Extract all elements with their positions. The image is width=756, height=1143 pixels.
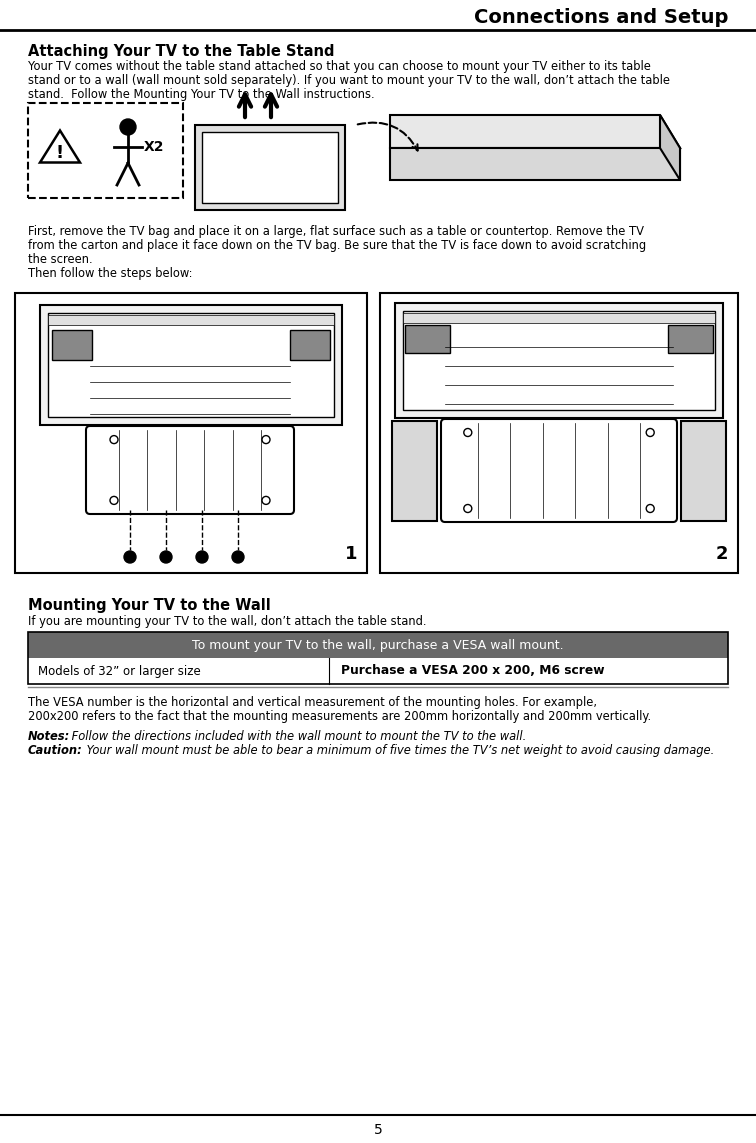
Bar — [380, 293, 738, 573]
Bar — [668, 325, 713, 353]
Circle shape — [124, 551, 136, 563]
Bar — [52, 330, 92, 360]
Text: Caution:: Caution: — [28, 744, 82, 757]
Bar — [403, 311, 715, 410]
Text: Connections and Setup: Connections and Setup — [473, 8, 728, 27]
Text: the screen.: the screen. — [28, 253, 93, 266]
Text: The VESA number is the horizontal and vertical measurement of the mounting holes: The VESA number is the horizontal and ve… — [28, 696, 597, 709]
Text: 1: 1 — [345, 545, 357, 563]
Bar — [290, 330, 330, 360]
Text: Notes:: Notes: — [28, 730, 70, 743]
Bar — [28, 658, 728, 684]
Bar — [202, 131, 338, 203]
Text: Models of 32” or larger size: Models of 32” or larger size — [38, 664, 201, 678]
Text: Mounting Your TV to the Wall: Mounting Your TV to the Wall — [28, 598, 271, 613]
Text: Attaching Your TV to the Table Stand: Attaching Your TV to the Table Stand — [28, 43, 334, 59]
Circle shape — [463, 504, 472, 512]
Text: First, remove the TV bag and place it on a large, flat surface such as a table o: First, remove the TV bag and place it on… — [28, 225, 644, 238]
Circle shape — [646, 504, 654, 512]
Circle shape — [160, 551, 172, 563]
Bar — [40, 305, 342, 425]
Bar — [48, 315, 334, 325]
Bar — [392, 421, 437, 521]
Bar — [395, 303, 723, 418]
FancyBboxPatch shape — [441, 419, 677, 522]
Circle shape — [196, 551, 208, 563]
Text: If you are mounting your TV to the wall, don’t attach the table stand.: If you are mounting your TV to the wall,… — [28, 615, 426, 628]
Text: X2: X2 — [144, 139, 165, 154]
Text: from the carton and place it face down on the TV bag. Be sure that the TV is fac: from the carton and place it face down o… — [28, 239, 646, 251]
Bar — [403, 313, 715, 323]
Bar — [195, 125, 345, 210]
Circle shape — [463, 429, 472, 437]
FancyBboxPatch shape — [86, 426, 294, 514]
Text: !: ! — [56, 144, 64, 161]
Polygon shape — [390, 147, 680, 179]
Circle shape — [646, 429, 654, 437]
Circle shape — [232, 551, 244, 563]
Text: Purchase a VESA 200 x 200, M6 screw: Purchase a VESA 200 x 200, M6 screw — [341, 664, 605, 678]
Circle shape — [120, 119, 136, 135]
Circle shape — [110, 435, 118, 443]
Text: Follow the directions included with the wall mount to mount the TV to the wall.: Follow the directions included with the … — [68, 730, 526, 743]
FancyBboxPatch shape — [28, 103, 183, 198]
Polygon shape — [660, 115, 680, 179]
Text: stand or to a wall (wall mount sold separately). If you want to mount your TV to: stand or to a wall (wall mount sold sepa… — [28, 74, 670, 87]
Bar — [405, 325, 450, 353]
Text: 200x200 refers to the fact that the mounting measurements are 200mm horizontally: 200x200 refers to the fact that the moun… — [28, 710, 651, 724]
Text: Your TV comes without the table stand attached so that you can choose to mount y: Your TV comes without the table stand at… — [28, 59, 651, 73]
Text: Your wall mount must be able to bear a minimum of five times the TV’s net weight: Your wall mount must be able to bear a m… — [83, 744, 714, 757]
Text: To mount your TV to the wall, purchase a VESA wall mount.: To mount your TV to the wall, purchase a… — [192, 639, 564, 652]
Circle shape — [262, 496, 270, 504]
Bar — [681, 421, 726, 521]
Text: 5: 5 — [373, 1124, 383, 1137]
Circle shape — [262, 435, 270, 443]
Bar — [15, 293, 367, 573]
Polygon shape — [40, 130, 80, 162]
Text: 2: 2 — [715, 545, 728, 563]
Bar — [48, 313, 334, 417]
Text: stand.  Follow the Mounting Your TV to the Wall instructions.: stand. Follow the Mounting Your TV to th… — [28, 88, 375, 101]
Text: Then follow the steps below:: Then follow the steps below: — [28, 267, 193, 280]
Circle shape — [110, 496, 118, 504]
Bar — [28, 632, 728, 658]
Bar — [28, 632, 728, 684]
Polygon shape — [390, 115, 680, 147]
